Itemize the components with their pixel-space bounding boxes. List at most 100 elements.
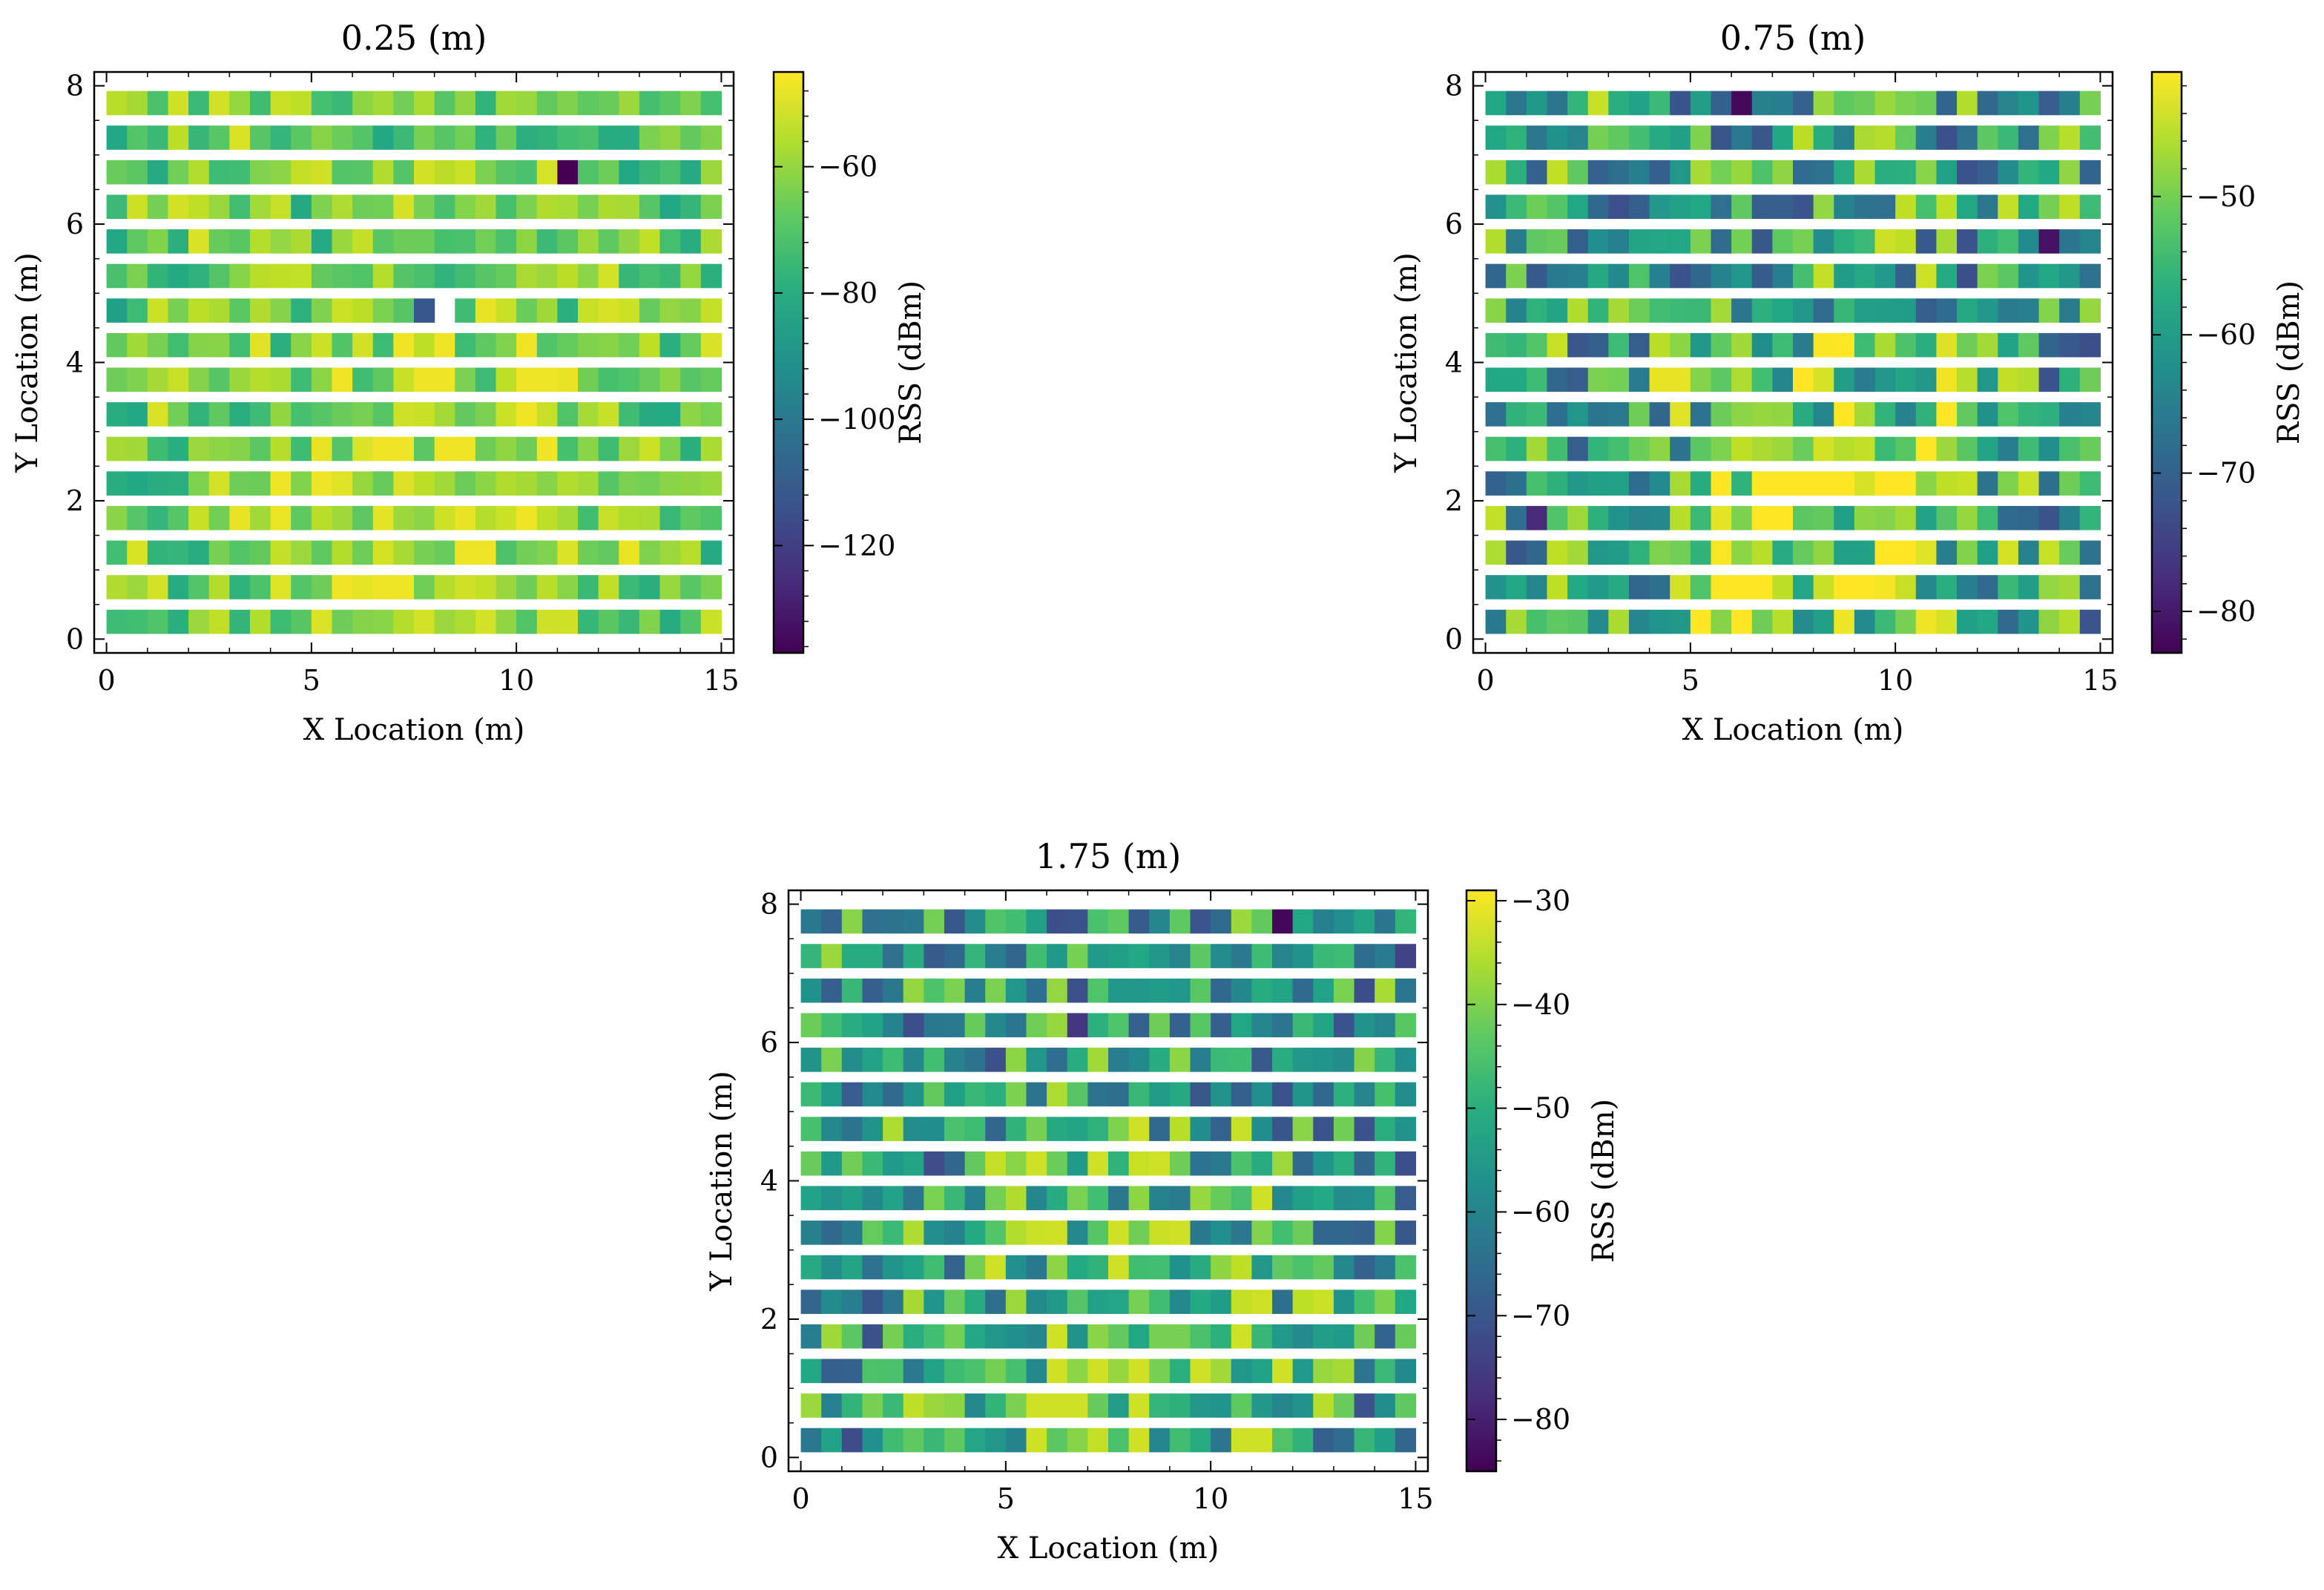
heatmap-cell bbox=[862, 1393, 883, 1418]
heatmap-cell bbox=[372, 194, 394, 220]
heatmap-cell bbox=[1026, 1048, 1047, 1072]
heatmap-cell bbox=[208, 160, 230, 185]
heatmap-cell bbox=[1731, 367, 1753, 392]
heatmap-cell bbox=[188, 575, 210, 599]
heatmap-cell bbox=[1485, 471, 1507, 496]
y-axis-label: Y Location (m) bbox=[1389, 252, 1423, 473]
heatmap-cell bbox=[1628, 263, 1650, 289]
heatmap-cell bbox=[1977, 575, 1998, 599]
heatmap-cell bbox=[1977, 367, 1998, 392]
heatmap-cell bbox=[1231, 944, 1252, 968]
heatmap-cell bbox=[1108, 1428, 1130, 1453]
heatmap-cell bbox=[1711, 194, 1732, 220]
heatmap-cell bbox=[1149, 1221, 1171, 1245]
heatmap-cell bbox=[1005, 944, 1027, 968]
heatmap-cell bbox=[270, 609, 292, 634]
heatmap-cell bbox=[1108, 1255, 1130, 1280]
heatmap-cell bbox=[1731, 263, 1753, 289]
heatmap-cell bbox=[680, 575, 702, 599]
heatmap-cell bbox=[1087, 909, 1109, 934]
heatmap-cell bbox=[1026, 978, 1047, 1003]
y-tick-label: 6 bbox=[760, 1026, 778, 1059]
heatmap-cell bbox=[578, 298, 599, 323]
heatmap-cell bbox=[249, 194, 271, 220]
heatmap-cell bbox=[372, 540, 394, 565]
heatmap-cell bbox=[516, 609, 538, 634]
heatmap-cell bbox=[680, 229, 702, 254]
heatmap-cell bbox=[1567, 402, 1589, 427]
heatmap-cell bbox=[700, 91, 722, 116]
heatmap-cell bbox=[291, 505, 312, 530]
heatmap-cell bbox=[475, 91, 497, 116]
heatmap-cell bbox=[229, 298, 251, 323]
heatmap-cell bbox=[1292, 1186, 1314, 1211]
heatmap-cell bbox=[1957, 91, 1978, 116]
heatmap-cell bbox=[372, 332, 394, 358]
heatmap-cell bbox=[1251, 1255, 1273, 1280]
heatmap-cell bbox=[1547, 298, 1568, 323]
heatmap-cell bbox=[455, 436, 476, 461]
heatmap-cell bbox=[1936, 332, 1958, 358]
heatmap-cell bbox=[1395, 1013, 1417, 1038]
heatmap-cell bbox=[1026, 1082, 1047, 1107]
heatmap-cell bbox=[1608, 471, 1630, 496]
heatmap-cell bbox=[1587, 229, 1609, 254]
heatmap-cell bbox=[680, 194, 702, 220]
heatmap-cell bbox=[1567, 125, 1589, 150]
heatmap-cell bbox=[944, 1359, 966, 1384]
heatmap-cell bbox=[1547, 160, 1568, 185]
colorbar-gradient bbox=[1465, 889, 1498, 1473]
heatmap-cell bbox=[1998, 125, 2019, 150]
heatmap-cell bbox=[619, 540, 640, 565]
heatmap-cell bbox=[229, 367, 251, 392]
heatmap-cell bbox=[188, 540, 210, 565]
heatmap-cell bbox=[1211, 944, 1232, 968]
heatmap-cell bbox=[1977, 229, 1998, 254]
heatmap-cell bbox=[1751, 367, 1773, 392]
heatmap-cell bbox=[1251, 1428, 1273, 1453]
heatmap-cell bbox=[1485, 367, 1507, 392]
heatmap-cell bbox=[1793, 194, 1814, 220]
heatmap-cell bbox=[964, 909, 986, 934]
heatmap-cell bbox=[1313, 1428, 1334, 1453]
heatmap-cell bbox=[1526, 194, 1548, 220]
heatmap-cell bbox=[393, 575, 415, 599]
heatmap-cell bbox=[2018, 540, 2040, 565]
heatmap-cell bbox=[168, 505, 189, 530]
heatmap-cell bbox=[680, 160, 702, 185]
heatmap-cell bbox=[2018, 91, 2040, 116]
heatmap-cell bbox=[1211, 1117, 1232, 1141]
heatmap-cell bbox=[106, 194, 128, 220]
heatmap-cell bbox=[1895, 505, 1917, 530]
heatmap-cell bbox=[1526, 436, 1548, 461]
heatmap-cell bbox=[1313, 1082, 1334, 1107]
heatmap-cell bbox=[1190, 1428, 1211, 1453]
heatmap-cell bbox=[1772, 540, 1794, 565]
heatmap-cell bbox=[1793, 402, 1814, 427]
heatmap-cell bbox=[619, 575, 640, 599]
heatmap-cell bbox=[1649, 160, 1670, 185]
heatmap-cell bbox=[1772, 367, 1794, 392]
heatmap-cell bbox=[1772, 298, 1794, 323]
heatmap-cell bbox=[1251, 1290, 1273, 1314]
heatmap-cell bbox=[578, 436, 599, 461]
heatmap-cell bbox=[536, 91, 558, 116]
heatmap-cell bbox=[1526, 160, 1548, 185]
heatmap-cell bbox=[557, 471, 579, 496]
heatmap-cell bbox=[841, 1221, 863, 1245]
heatmap-cell bbox=[700, 125, 722, 150]
heatmap-cell bbox=[1026, 1117, 1047, 1141]
heatmap-cell bbox=[1506, 609, 1527, 634]
heatmap-cell bbox=[985, 1324, 1007, 1349]
heatmap-cell bbox=[332, 160, 353, 185]
heatmap-cell bbox=[1834, 471, 1855, 496]
heatmap-cell bbox=[496, 263, 517, 289]
heatmap-cell bbox=[821, 1290, 843, 1314]
heatmap-cell bbox=[1149, 1186, 1171, 1211]
heatmap-cell bbox=[516, 540, 538, 565]
heatmap-cell bbox=[147, 540, 169, 565]
heatmap-cell bbox=[434, 471, 455, 496]
heatmap-cell bbox=[1333, 1013, 1355, 1038]
colorbar-label: RSS (dBm) bbox=[1587, 1099, 1621, 1263]
heatmap-cell bbox=[1834, 298, 1855, 323]
